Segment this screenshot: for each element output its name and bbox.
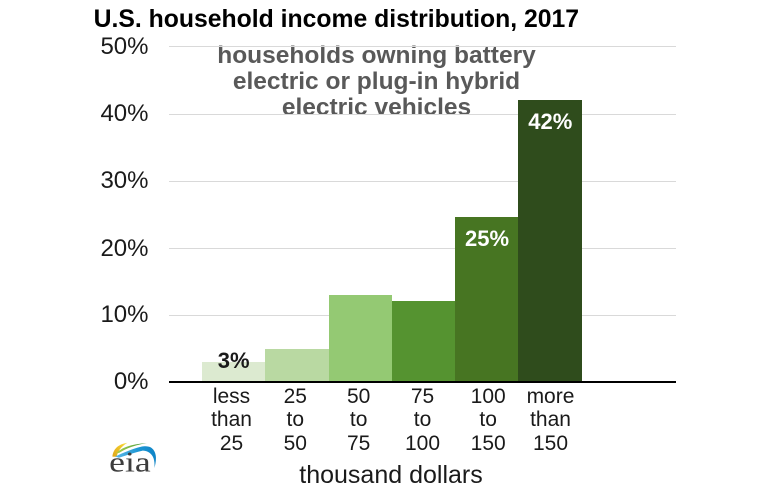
svg-text:eia: eia: [109, 448, 151, 479]
